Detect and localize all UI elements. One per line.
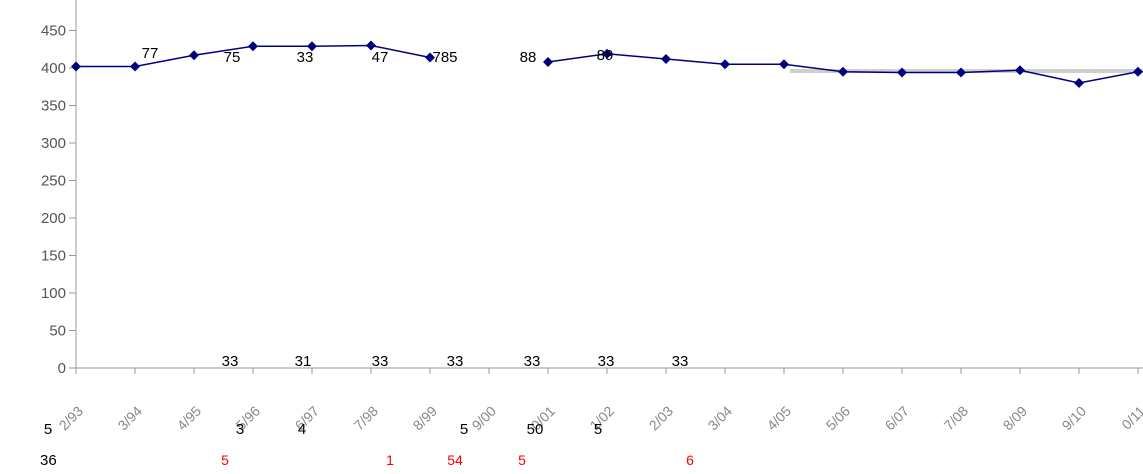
stray-label: 33 — [222, 353, 239, 370]
y-tick-label: 50 — [49, 323, 66, 340]
corner-label: 36 — [40, 452, 57, 469]
y-axis — [69, 0, 1143, 374]
series-marker — [897, 67, 907, 78]
series-marker — [543, 57, 553, 67]
y-tick-label: 0 — [58, 360, 66, 377]
y-tick-label: 350 — [41, 98, 66, 115]
data-label: 88 — [520, 49, 537, 66]
y-tick-label: 150 — [41, 248, 66, 265]
x-tick-label: 9/00 — [469, 403, 500, 434]
data-label: 33 — [297, 49, 314, 66]
x-tick-label: 7/98 — [351, 403, 382, 434]
stray-label: 33 — [524, 353, 541, 370]
series-marker — [661, 54, 671, 64]
data-label: 47 — [372, 49, 389, 66]
red-label: 54 — [447, 452, 463, 468]
stray-label: 33 — [672, 353, 689, 370]
stray-label: 33 — [598, 353, 615, 370]
lower-label: 5 — [460, 421, 468, 438]
series-marker — [602, 48, 612, 59]
y-tick-label: 400 — [41, 60, 66, 77]
series-marker — [189, 50, 199, 61]
series-marker — [956, 67, 966, 78]
red-label: 1 — [386, 452, 394, 468]
series-marker — [248, 41, 258, 52]
x-tick-label: 5/06 — [823, 403, 854, 434]
series-marker — [425, 52, 435, 63]
series-marker — [307, 41, 317, 52]
stray-label: 31 — [295, 353, 312, 370]
red-label: 5 — [221, 452, 229, 468]
series-marker — [1133, 66, 1143, 77]
series-marker — [71, 61, 81, 72]
data-label: 785 — [432, 49, 457, 66]
y-tick-label: 300 — [41, 135, 66, 152]
y-tick-label: 200 — [41, 210, 66, 227]
series-marker — [1074, 78, 1084, 88]
x-tick-label: 7/08 — [941, 403, 972, 434]
series-marker — [130, 61, 140, 72]
series-marker — [720, 59, 730, 70]
data-label: 89 — [597, 47, 614, 64]
x-tick-label: 0/11 — [1118, 403, 1143, 433]
y-tick-label: 100 — [41, 285, 66, 302]
x-tick-label: 3/94 — [115, 403, 146, 434]
lower-label: 3 — [236, 421, 244, 438]
x-tick-label: 6/07 — [882, 403, 913, 434]
series-marker — [779, 59, 789, 70]
y-tick-labels: 0 50 100 150 200 250 300 350 400 450 — [41, 23, 66, 378]
data-label: 77 — [142, 45, 159, 62]
lower-label: 4 — [298, 421, 306, 438]
x-tick-label: 8/09 — [1000, 403, 1031, 434]
x-tick-label: 6/97 — [292, 403, 323, 434]
red-label: 5 — [518, 452, 526, 468]
stray-label: 33 — [447, 353, 464, 370]
x-tick-label: 4/95 — [174, 403, 205, 434]
y-tick-label: 250 — [41, 173, 66, 190]
lower-label: 5 — [44, 421, 52, 438]
y-tick-label: 450 — [41, 23, 66, 40]
x-tick-label: 3/04 — [705, 403, 736, 434]
series-line-layer — [71, 40, 1143, 88]
x-tick-label: 8/99 — [410, 403, 441, 434]
x-tick-label: 2/93 — [56, 403, 87, 434]
x-tick-label: 9/10 — [1059, 403, 1090, 434]
series-marker — [366, 40, 376, 51]
red-label: 6 — [686, 452, 694, 468]
stray-label: 33 — [372, 353, 389, 370]
lower-label: 5 — [594, 421, 602, 438]
x-tick-label: 4/05 — [764, 403, 795, 434]
series-marker — [838, 66, 848, 77]
data-label: 75 — [224, 49, 241, 66]
lower-label: 50 — [527, 421, 544, 438]
x-tick-label: 2/03 — [646, 403, 677, 434]
series-marker — [1015, 65, 1025, 76]
